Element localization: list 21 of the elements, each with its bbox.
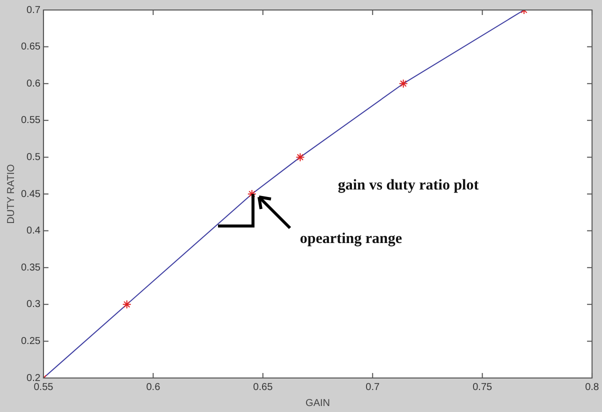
y-tick-label: 0.55	[20, 115, 41, 126]
x-tick-label: 0.6	[146, 382, 161, 393]
y-tick-label: 0.45	[20, 188, 41, 200]
y-tick-label: 0.3	[26, 299, 41, 310]
y-tick-label: 0.65	[20, 42, 41, 53]
y-tick-label: 0.5	[26, 152, 41, 163]
y-tick-label: 0.4	[26, 226, 41, 237]
x-tick-label: 0.55	[34, 382, 54, 393]
y-tick-label: 0.2	[26, 372, 41, 384]
x-tick-label: 0.75	[472, 382, 492, 393]
y-axis-title: DUTY RATIO	[6, 164, 17, 224]
y-tick-label: 0.25	[20, 336, 41, 347]
y-tick-label: 0.7	[26, 4, 41, 16]
x-axis-title: GAIN	[306, 398, 330, 409]
annotation: gain vs duty ratio plot	[338, 177, 479, 194]
y-tick-label: 0.35	[20, 262, 41, 274]
annotation: opearting range	[300, 230, 402, 247]
y-tick-label: 0.6	[26, 78, 41, 90]
x-tick-label: 0.8	[585, 382, 600, 393]
x-tick-label: 0.7	[366, 382, 380, 393]
x-tick-label: 0.65	[253, 382, 274, 393]
